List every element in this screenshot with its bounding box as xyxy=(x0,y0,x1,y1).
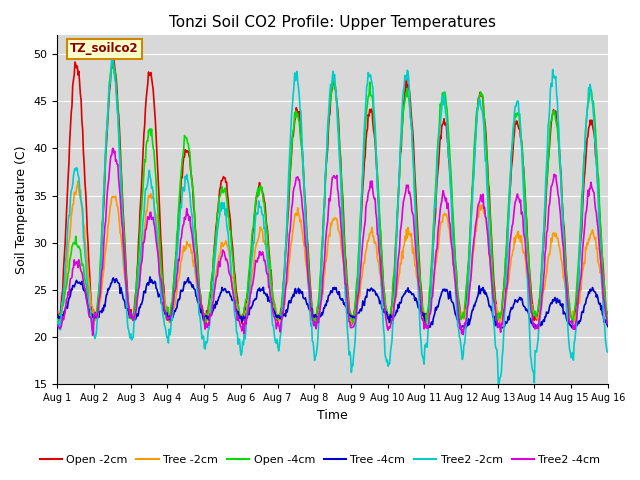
X-axis label: Time: Time xyxy=(317,409,348,422)
Legend: Open -2cm, Tree -2cm, Open -4cm, Tree -4cm, Tree2 -2cm, Tree2 -4cm: Open -2cm, Tree -2cm, Open -4cm, Tree -4… xyxy=(35,451,605,469)
Text: TZ_soilco2: TZ_soilco2 xyxy=(70,42,139,55)
Title: Tonzi Soil CO2 Profile: Upper Temperatures: Tonzi Soil CO2 Profile: Upper Temperatur… xyxy=(169,15,496,30)
Y-axis label: Soil Temperature (C): Soil Temperature (C) xyxy=(15,145,28,274)
